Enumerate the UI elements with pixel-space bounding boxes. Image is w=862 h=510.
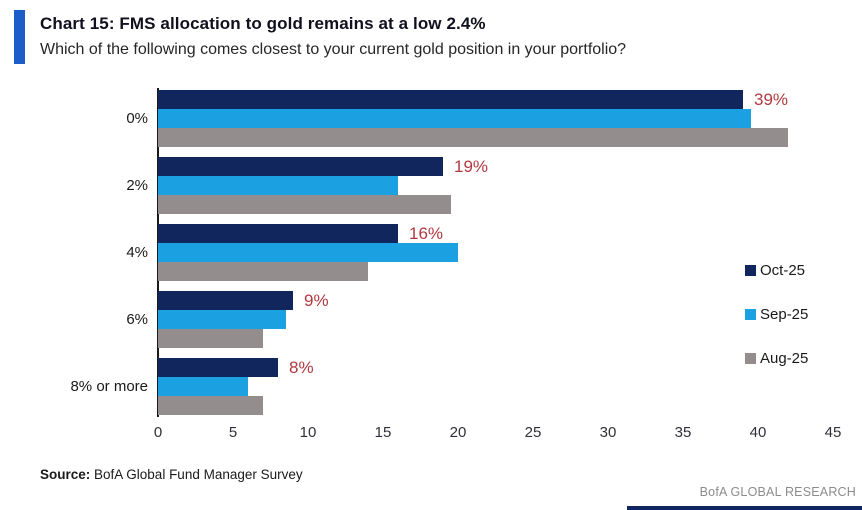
legend-item-sep-25: Sep-25 bbox=[745, 305, 809, 323]
bar-oct-25 bbox=[158, 157, 443, 176]
x-axis-tick-label: 30 bbox=[599, 424, 617, 441]
data-label: 9% bbox=[304, 290, 329, 310]
x-axis-tick-label: 35 bbox=[674, 424, 692, 441]
bottom-rule bbox=[627, 506, 862, 510]
x-axis-tick-label: 45 bbox=[824, 424, 842, 441]
bar-aug-25 bbox=[158, 195, 451, 214]
chart-subtitle: Which of the following comes closest to … bbox=[40, 41, 627, 58]
data-label: 16% bbox=[409, 223, 444, 243]
bar-aug-25 bbox=[158, 329, 263, 348]
source-line: Source: BofA Global Fund Manager Survey bbox=[40, 467, 303, 482]
category-label: 4% bbox=[126, 244, 148, 261]
bar-sep-25 bbox=[158, 243, 458, 262]
bar-sep-25 bbox=[158, 310, 286, 329]
bar-aug-25 bbox=[158, 262, 368, 281]
legend-swatch-oct-25 bbox=[745, 264, 756, 276]
category-label: 8% or more bbox=[70, 378, 148, 395]
branding-text: BofA GLOBAL RESEARCH bbox=[699, 485, 856, 499]
legend-label: Aug-25 bbox=[760, 349, 809, 367]
title-accent-bar bbox=[14, 10, 25, 64]
bar-aug-25 bbox=[158, 396, 263, 415]
x-axis-tick-label: 0 bbox=[153, 424, 163, 441]
x-axis-tick-label: 10 bbox=[299, 424, 317, 441]
data-label: 8% bbox=[289, 357, 314, 377]
bar-oct-25 bbox=[158, 90, 743, 109]
bar-sep-25 bbox=[158, 377, 248, 396]
legend-swatch-aug-25 bbox=[745, 352, 756, 364]
x-axis-tick-label: 5 bbox=[228, 424, 238, 441]
category-label: 0% bbox=[126, 110, 148, 127]
data-label: 39% bbox=[754, 89, 789, 109]
bar-sep-25 bbox=[158, 109, 751, 128]
chart-title: Chart 15: FMS allocation to gold remains… bbox=[40, 14, 486, 33]
bar-oct-25 bbox=[158, 291, 293, 310]
legend-item-aug-25: Aug-25 bbox=[745, 349, 809, 367]
source-label: Source: bbox=[40, 467, 91, 482]
bar-oct-25 bbox=[158, 358, 278, 377]
legend-swatch-sep-25 bbox=[745, 308, 756, 320]
legend-label: Oct-25 bbox=[760, 261, 806, 279]
bar-sep-25 bbox=[158, 176, 398, 195]
bar-oct-25 bbox=[158, 224, 398, 243]
category-label: 2% bbox=[126, 177, 148, 194]
x-axis-tick-label: 25 bbox=[524, 424, 542, 441]
legend-label: Sep-25 bbox=[760, 305, 809, 323]
x-axis-tick-label: 20 bbox=[449, 424, 467, 441]
x-axis-tick-label: 40 bbox=[749, 424, 767, 441]
data-label: 19% bbox=[454, 156, 489, 176]
x-axis-tick-label: 15 bbox=[374, 424, 392, 441]
bar-aug-25 bbox=[158, 128, 788, 147]
source-text: BofA Global Fund Manager Survey bbox=[90, 467, 303, 482]
legend-item-oct-25: Oct-25 bbox=[745, 261, 806, 279]
category-label: 6% bbox=[126, 311, 148, 328]
